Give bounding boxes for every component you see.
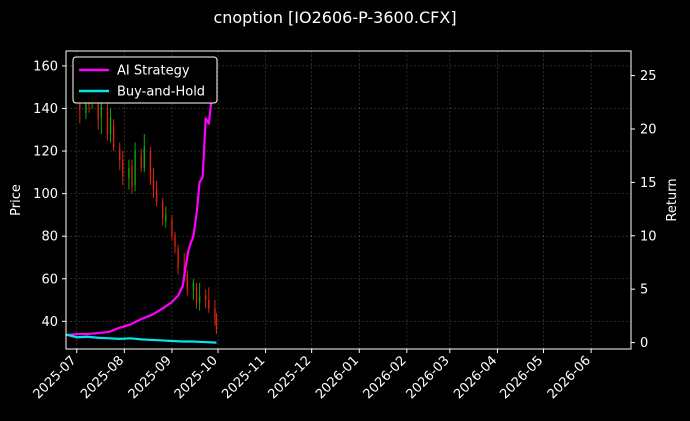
- candle-body: [186, 274, 188, 290]
- candle-body: [205, 295, 207, 301]
- y-left-tick-label: 140: [33, 102, 58, 117]
- candle-body: [128, 168, 130, 179]
- candle-body: [109, 116, 112, 135]
- candle-body: [174, 236, 176, 247]
- candle-body: [149, 151, 152, 181]
- legend-label-ai-strategy: AI Strategy: [117, 64, 190, 79]
- candle-body: [106, 108, 109, 135]
- candle-body: [122, 159, 124, 177]
- candle-body: [198, 295, 201, 303]
- y-right-tick-label: 0: [640, 336, 648, 351]
- plot-frame: [65, 50, 632, 350]
- legend: AI Strategy Buy-and-Hold: [72, 56, 218, 104]
- y-axis-left-label: Price: [9, 184, 24, 216]
- candle-body: [131, 165, 133, 188]
- chart-title: cnoption [IO2606-P-3600.CFX]: [213, 8, 456, 27]
- candle-body: [112, 125, 115, 147]
- candle-body: [214, 308, 216, 318]
- candle-body: [140, 155, 142, 169]
- candle-body: [97, 91, 99, 120]
- y-right-tick-label: 5: [640, 283, 648, 298]
- candle-body: [155, 189, 158, 203]
- y-left-tick-label: 160: [33, 59, 58, 74]
- y-right-tick-label: 25: [640, 69, 657, 84]
- candle-body: [177, 248, 179, 269]
- y-left-tick-label: 100: [33, 187, 58, 202]
- series-layer: [65, 64, 218, 344]
- candle-body: [215, 317, 218, 330]
- y-left-tick-label: 120: [33, 145, 58, 160]
- candle-body: [152, 180, 155, 190]
- candle-body: [134, 151, 136, 186]
- candle-body: [165, 214, 167, 222]
- y-left-tick-label: 60: [41, 272, 58, 287]
- series-line-buy-and-hold: [65, 333, 217, 344]
- candle-body: [171, 219, 173, 237]
- y-left-tick-label: 40: [41, 315, 58, 330]
- candle-body: [162, 202, 164, 220]
- y-right-tick-label: 20: [640, 122, 657, 137]
- series-line-ai-strategy: [65, 64, 218, 337]
- candle-body: [100, 104, 103, 117]
- y-axis-right-label: Return: [665, 178, 680, 221]
- y-right-tick-label: 15: [640, 176, 657, 191]
- candle-body: [195, 287, 198, 303]
- candle-body: [143, 146, 145, 169]
- y-right-tick-label: 10: [640, 229, 657, 244]
- candle-body: [208, 300, 210, 309]
- y-left-tick-label: 80: [41, 230, 58, 245]
- candle-body: [192, 283, 195, 290]
- legend-label-buy-and-hold: Buy-and-Hold: [117, 85, 205, 100]
- candle-body: [119, 148, 121, 160]
